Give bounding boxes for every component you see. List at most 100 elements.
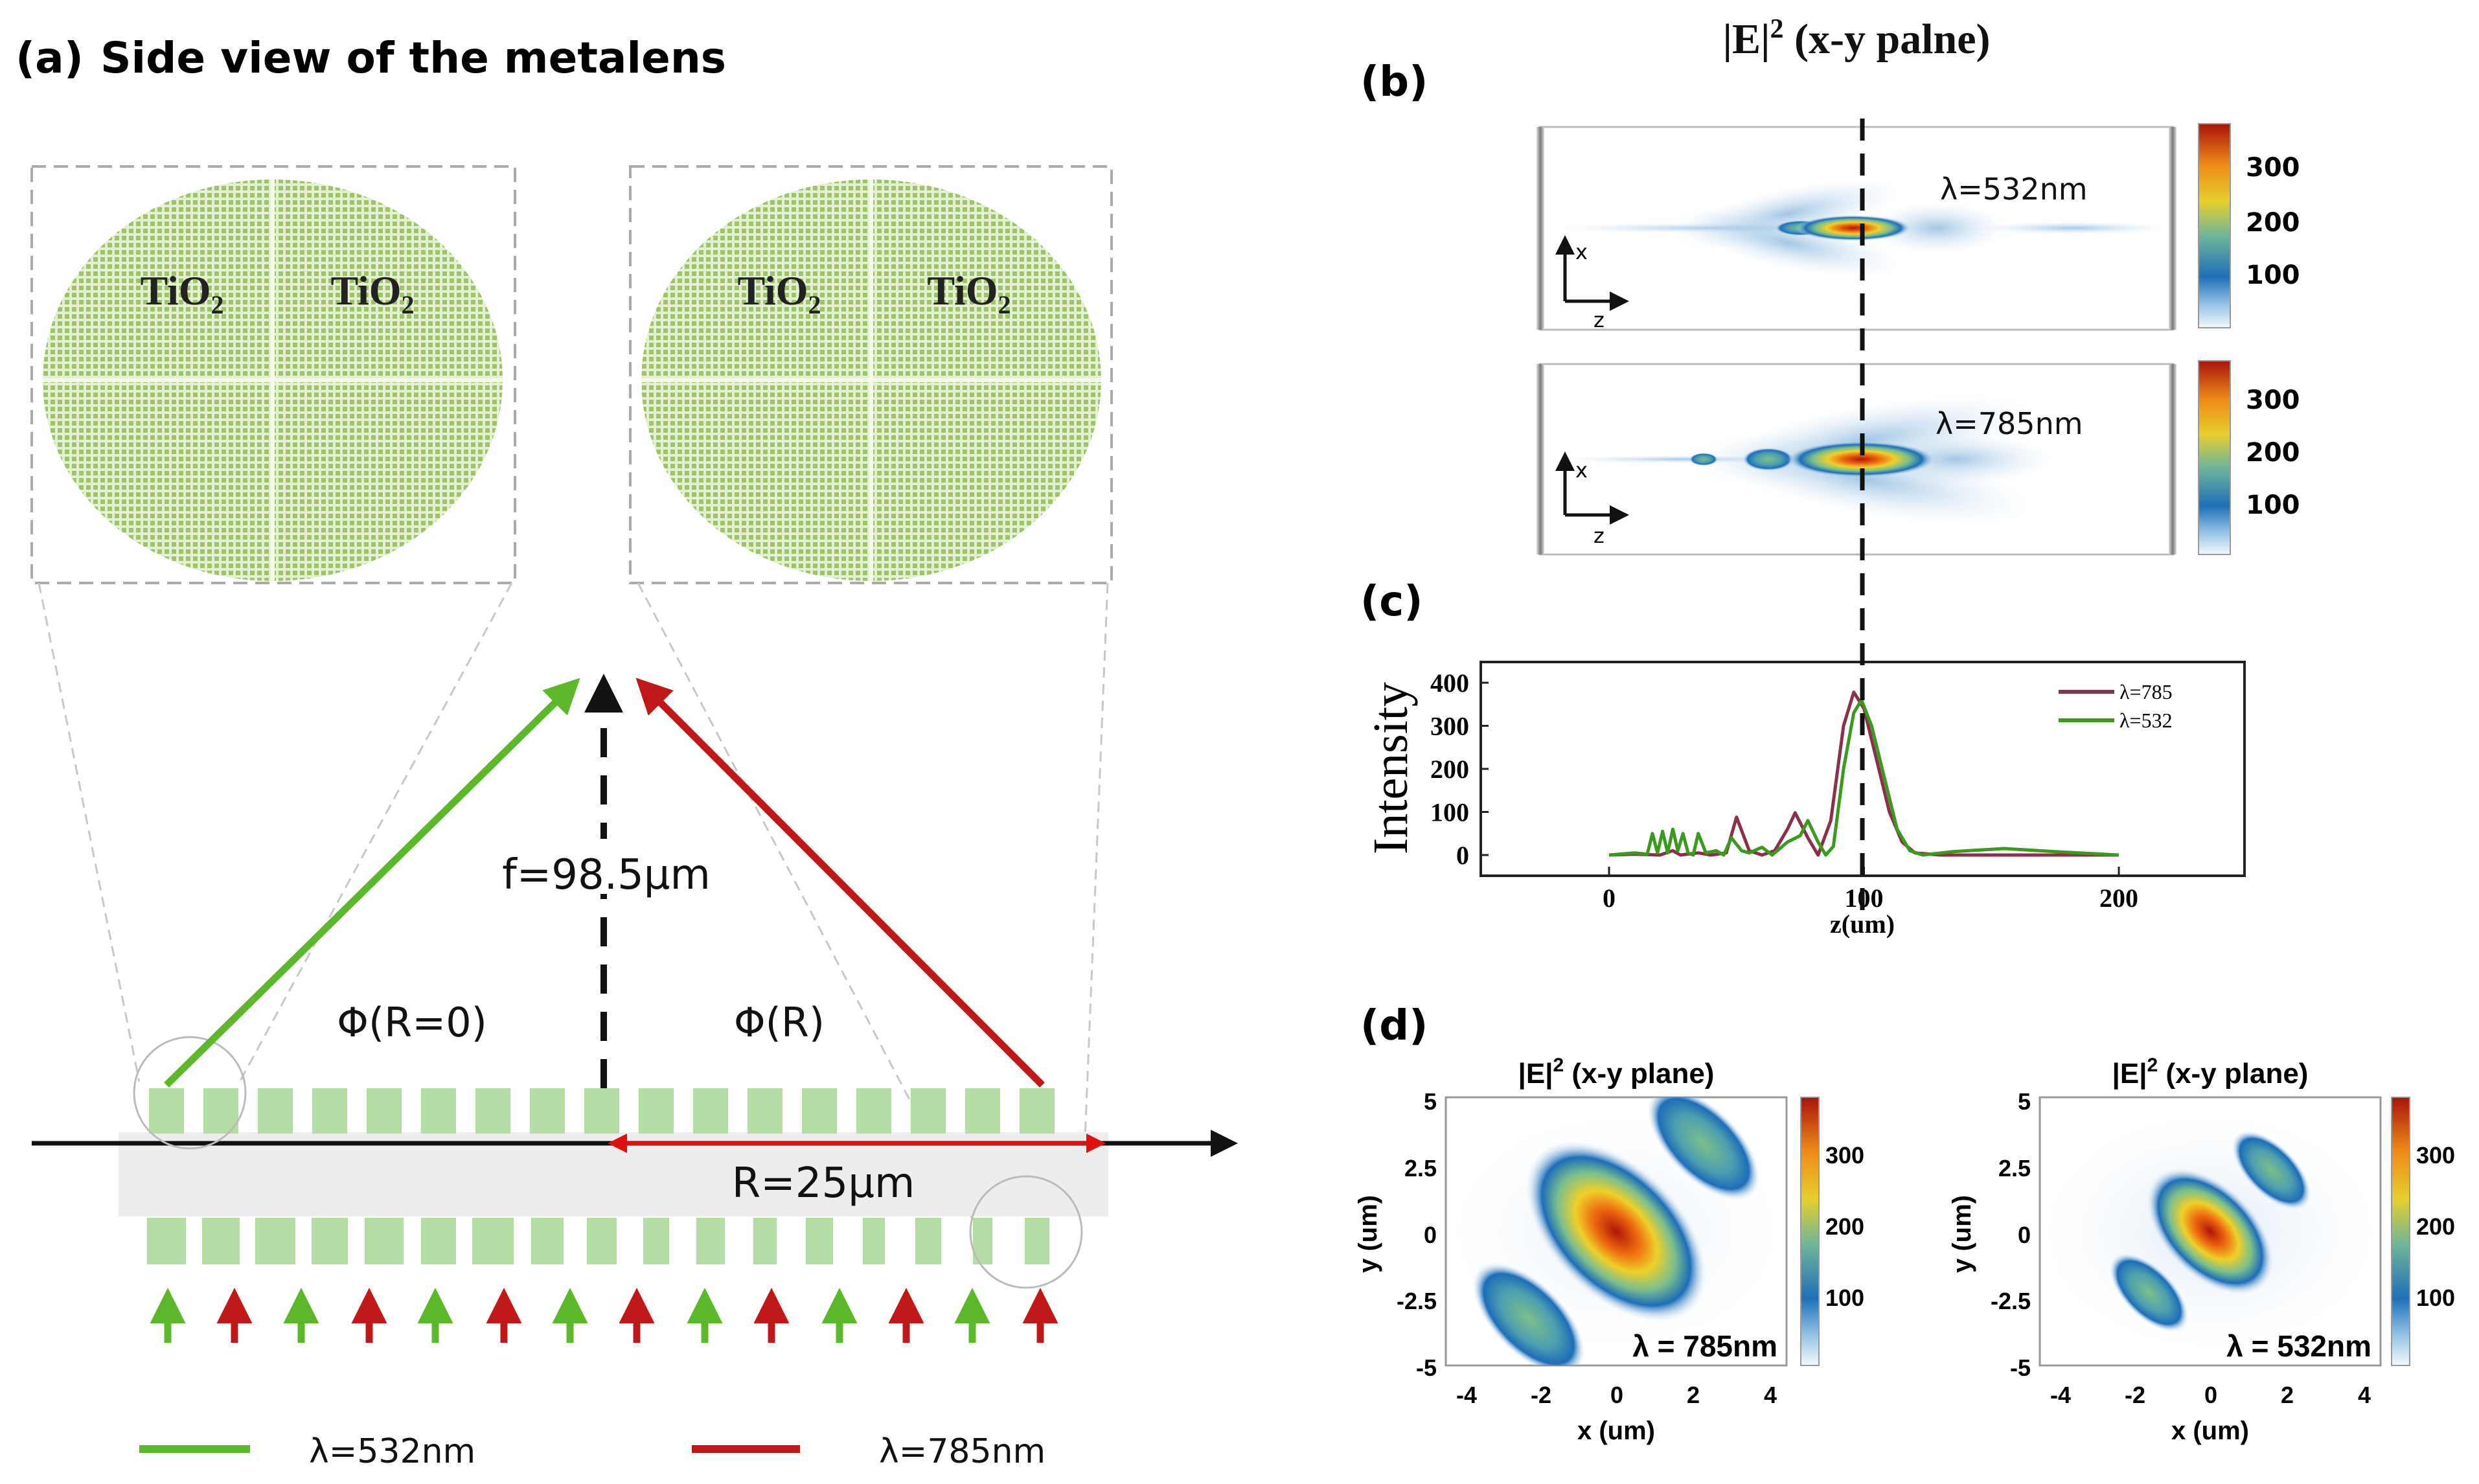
panel-b: (b) λ=532nm x z 300 200 100 [1360,58,2300,556]
map-title: |E|2 (x-y plane) [1518,1055,1715,1090]
nanopillar [202,1218,240,1264]
x-tick-label: 2 [1687,1382,1700,1408]
red-focusing-ray [635,678,1045,1088]
x-tick-label: -2 [1531,1382,1551,1408]
colorbar-tick: 200 [1825,1213,1864,1240]
colorbar [1800,1097,1820,1366]
y-axis-label: Intensity [1364,682,1418,854]
x-tick-label: 0 [2204,1382,2217,1408]
y-tick-label: 0 [1456,841,1469,870]
nanopillar [255,1218,295,1264]
y-axis-label: y (um) [1948,1195,1976,1273]
nanopillar [915,1218,941,1264]
x-axis-label: x (um) [2171,1417,2249,1445]
inset-left: TiO2 TiO2 [30,165,516,584]
nanopillar [643,1218,669,1264]
wavelength-label: λ=785nm [1936,406,2083,441]
wavelength-label: λ = 532nm [2226,1329,2371,1363]
legend-label-785: λ=785nm [879,1432,1045,1471]
xy-intensity-map-532: |E|2 (x-y plane) λ = 532nm 300 200 100 5 2.5 0 -… [1948,1055,2455,1445]
colorbar [2198,360,2231,555]
side-lobe [1472,1262,1585,1365]
nanopillar [584,1088,619,1134]
field-map-532: λ=532nm x z 300 200 100 [1537,123,2300,332]
axis-x-letter: x [1575,240,1588,264]
legend-label: λ=532 [2119,709,2173,732]
x-tick-label: 4 [2358,1382,2371,1408]
y-tick-label: -5 [2010,1354,2031,1381]
zoom-guide-lines [38,582,1109,1218]
right-title: |E|2 (x-y palne) [1722,14,1990,63]
axis-z-letter: z [1594,523,1605,548]
top-pillars [149,1088,1055,1134]
nanopillar [149,1088,184,1134]
y-tick-label: 2.5 [1404,1155,1437,1181]
panel-c-label: (c) [1360,578,1422,626]
x-tick-label: 0 [1603,884,1616,913]
incident-light-arrows [150,1288,1058,1343]
nanopillar [802,1088,837,1134]
nanopillar [863,1218,885,1264]
nanopillar [472,1218,514,1264]
y-tick-label: 0 [1424,1222,1437,1248]
colorbar-tick: 300 [1825,1142,1864,1169]
nanopillar [856,1088,891,1134]
x-tick-label: 0 [1610,1382,1623,1408]
colorbar-tick: 200 [2246,208,2300,238]
map-title: |E|2 (x-y plane) [2112,1055,2309,1090]
y-tick-label: -2.5 [1397,1288,1437,1314]
nanopillar [258,1088,293,1134]
nanopillar [696,1218,725,1264]
phase-center-label: Φ(R=0) [337,999,487,1046]
axis-x-letter: x [1575,458,1588,483]
tio2-label: TiO2 [927,268,1011,319]
y-tick-label: 2.5 [1998,1155,2031,1181]
panel-a: (a) Side view of the metalens TiO2 TiO2 … [16,33,1238,1471]
field-map-785: λ=785nm x z 300 200 100 [1537,360,2300,556]
y-tick-label: 100 [1430,798,1469,827]
nanopillar [965,1088,1000,1134]
x-tick-label: 4 [1764,1382,1777,1408]
y-tick-label: -2.5 [1991,1288,2031,1314]
phase-edge-label: Φ(R) [734,999,825,1046]
colorbar-tick: 300 [2416,1142,2455,1169]
central-lobe [2147,1168,2274,1295]
colorbar [2198,123,2231,328]
nanopillar [693,1088,728,1134]
x-tick-label: -2 [2125,1382,2145,1408]
colorbar-tick: 100 [1825,1284,1864,1311]
y-tick-label: 5 [2018,1088,2031,1115]
xz-axes-icon [1555,235,1629,311]
panel-a-title: Side view of the metalens [100,33,726,83]
nanopillar [312,1088,347,1134]
x-tick-label: 2 [2281,1382,2294,1408]
tio2-label: TiO2 [140,268,223,319]
inset-right: TiO2 TiO2 [629,165,1113,584]
focal-length-label: f=98.5μm [502,851,711,899]
colorbar-tick: 200 [2416,1213,2455,1240]
nanopillar [806,1218,833,1264]
colorbar-tick: 100 [2246,490,2300,520]
nanopillar [421,1088,456,1134]
colorbar-tick: 300 [2246,153,2300,183]
y-tick-label: 5 [1424,1088,1437,1115]
x-axis-label: x (um) [1577,1417,1655,1445]
panel-b-label: (b) [1360,58,1428,106]
y-tick-label: 200 [1430,755,1469,784]
xz-axes-icon [1555,451,1629,525]
nanopillar [1020,1088,1055,1134]
wavelength-label: λ = 785nm [1632,1329,1777,1363]
y-tick-label: -5 [1416,1354,1437,1381]
series-line-785 [1608,691,2119,857]
nanopillar [1025,1218,1049,1264]
y-axis-label: y (um) [1354,1195,1382,1273]
y-tick-label: 0 [2018,1222,2031,1248]
xy-intensity-map-785: |E|2 (x-y plane) λ = 785nm 300 200 100 5 2.5 0 -… [1354,1055,1864,1445]
nanopillar [531,1218,564,1264]
central-lobe [1525,1141,1707,1322]
nanopillar [421,1218,456,1264]
legend-label: λ=785 [2119,680,2173,703]
